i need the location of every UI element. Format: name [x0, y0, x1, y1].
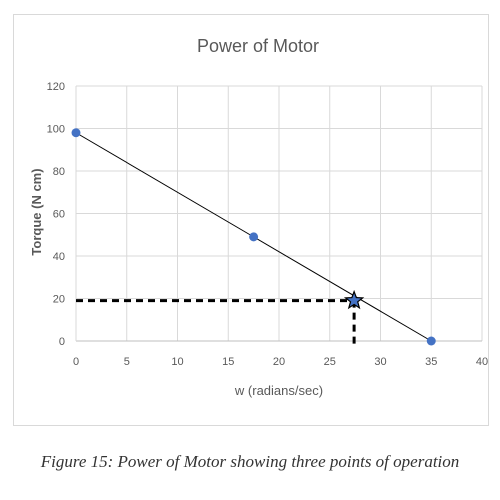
y-tick-label: 120 — [47, 81, 65, 93]
series — [71, 128, 436, 346]
data-point — [71, 128, 81, 138]
y-tick-label: 80 — [53, 166, 65, 178]
figure-caption: Figure 15: Power of Motor showing three … — [40, 452, 460, 471]
y-axis-label: Torque (N cm) — [29, 168, 44, 255]
x-tick-label: 10 — [171, 356, 183, 368]
tick-labels: 0 20 40 60 80 100 120 0 5 10 15 20 25 30 35 40 — [47, 81, 488, 368]
x-tick-label: 30 — [374, 356, 386, 368]
x-tick-label: 35 — [425, 356, 437, 368]
y-tick-label: 20 — [53, 294, 65, 306]
data-point — [426, 336, 436, 346]
y-tick-label: 40 — [53, 251, 65, 263]
x-tick-label: 5 — [124, 356, 130, 368]
guide-lines — [76, 299, 356, 347]
x-tick-label: 25 — [324, 356, 336, 368]
chart: 0 20 40 60 80 100 120 0 5 10 15 20 25 30 35 40 Power of… — [29, 36, 488, 398]
y-tick-label: 100 — [47, 124, 65, 136]
x-tick-label: 40 — [476, 356, 488, 368]
y-tick-label: 0 — [59, 336, 65, 348]
x-tick-label: 0 — [73, 356, 79, 368]
data-point — [249, 232, 259, 242]
y-tick-label: 60 — [53, 209, 65, 221]
grid — [76, 85, 483, 341]
x-tick-label: 15 — [222, 356, 234, 368]
chart-title: Power of Motor — [197, 36, 319, 56]
x-tick-label: 20 — [273, 356, 285, 368]
x-axis-label: w (radians/sec) — [234, 383, 323, 398]
star-icon — [343, 289, 365, 310]
chart-frame — [13, 14, 489, 426]
